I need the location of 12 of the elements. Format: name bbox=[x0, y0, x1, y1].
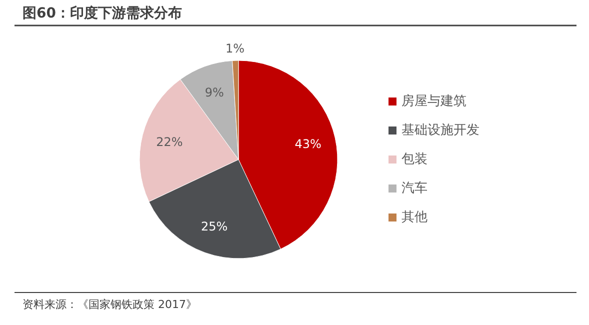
legend-label: 其他 bbox=[402, 210, 428, 225]
data-label: 43% bbox=[294, 136, 322, 151]
text: 资料来源：《国家钢铁政策 2017》 bbox=[22, 298, 197, 311]
data-label: 22% bbox=[156, 134, 183, 149]
data-label: 9% bbox=[204, 85, 224, 100]
legend-label: 包装 bbox=[402, 152, 428, 167]
chart-title: 图60：印度下游需求分布 bbox=[22, 4, 182, 22]
legend-label: 汽车 bbox=[402, 181, 428, 196]
legend-label: 房屋与建筑 bbox=[402, 93, 466, 109]
data-label: 25% bbox=[201, 220, 228, 234]
data-label: 1% bbox=[226, 42, 245, 56]
legend-label: 基础设施开发 bbox=[402, 123, 480, 138]
